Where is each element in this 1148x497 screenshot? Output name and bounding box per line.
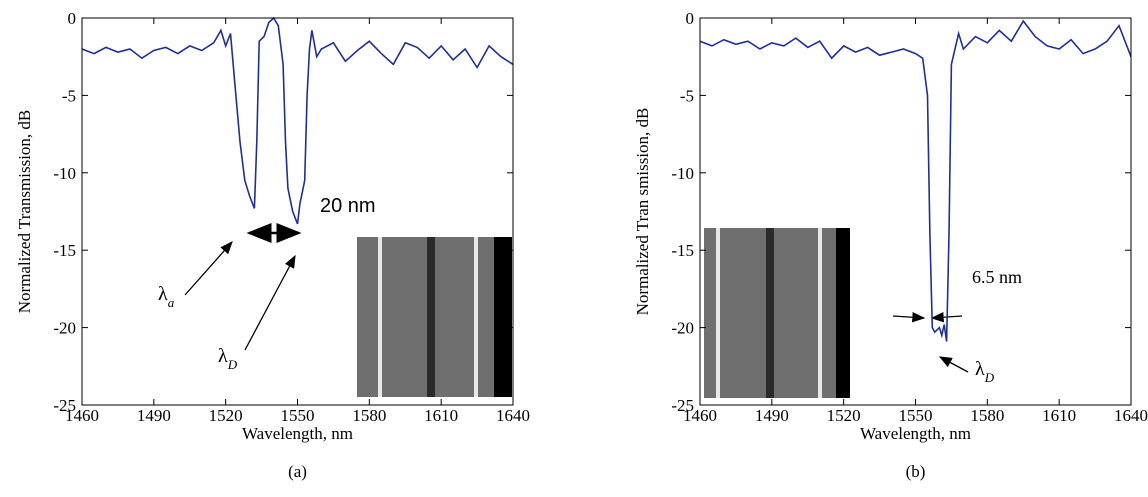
- annotation-text: λ: [218, 345, 228, 367]
- x-tick-label: 1610: [424, 406, 458, 425]
- y-tick-label: -5: [62, 86, 76, 105]
- y-tick-label: -20: [671, 319, 694, 338]
- y-tick-label: -25: [671, 396, 694, 415]
- y-axis-label: Normalized Transmission, dB: [15, 110, 34, 314]
- x-tick-label: 1520: [827, 406, 861, 425]
- annotation: 6.5 nm: [972, 267, 1022, 287]
- x-tick-label: 1460: [65, 406, 99, 425]
- x-axis-label: Wavelength, nm: [242, 424, 353, 443]
- annotation-text: λ: [158, 283, 168, 305]
- spectrum-line: [81, 16, 514, 225]
- x-tick-label: 1610: [1042, 406, 1076, 425]
- annotation: λD: [975, 358, 995, 385]
- y-tick-label: -20: [53, 319, 76, 338]
- x-tick-label: 1640: [1114, 406, 1148, 425]
- x-axis-label: Wavelength, nm: [860, 424, 971, 443]
- arrows: [184, 223, 969, 373]
- annotation-subscript: D: [227, 357, 238, 372]
- x-tick-label: 1520: [209, 406, 243, 425]
- annotation-text: 6.5 nm: [972, 267, 1022, 287]
- x-tick-label: 1580: [352, 406, 386, 425]
- y-tick-label: -10: [671, 164, 694, 183]
- y-axis-label: Normalized Tran smission, dB: [633, 108, 652, 316]
- y-tick-label: -15: [53, 241, 76, 260]
- caption: (b): [906, 462, 926, 481]
- x-tick-label: 1490: [137, 406, 171, 425]
- x-tick-label: 1550: [281, 406, 315, 425]
- y-tick-label: -25: [53, 396, 76, 415]
- spectrum-line: [699, 19, 1132, 342]
- y-tick-label: -10: [53, 164, 76, 183]
- x-tick-label: 1460: [683, 406, 717, 425]
- inset-a: [357, 237, 512, 397]
- annotation: λD: [218, 345, 238, 372]
- annotation: 20 nm: [320, 195, 376, 217]
- y-tick-label: -5: [680, 86, 694, 105]
- annotation-text: 20 nm: [320, 195, 376, 217]
- x-tick-label: 1580: [970, 406, 1004, 425]
- annotation-subscript: a: [168, 295, 175, 310]
- y-tick-label: 0: [68, 9, 77, 28]
- caption: (a): [288, 462, 307, 481]
- inset-b: [704, 228, 850, 398]
- x-tick-label: 1640: [496, 406, 530, 425]
- x-tick-label: 1550: [899, 406, 933, 425]
- y-tick-label: 0: [686, 9, 695, 28]
- y-tick-label: -15: [671, 241, 694, 260]
- annotation-text: λ: [975, 358, 985, 380]
- annotation: λa: [158, 283, 175, 310]
- x-tick-label: 1490: [755, 406, 789, 425]
- annotation-subscript: D: [984, 370, 995, 385]
